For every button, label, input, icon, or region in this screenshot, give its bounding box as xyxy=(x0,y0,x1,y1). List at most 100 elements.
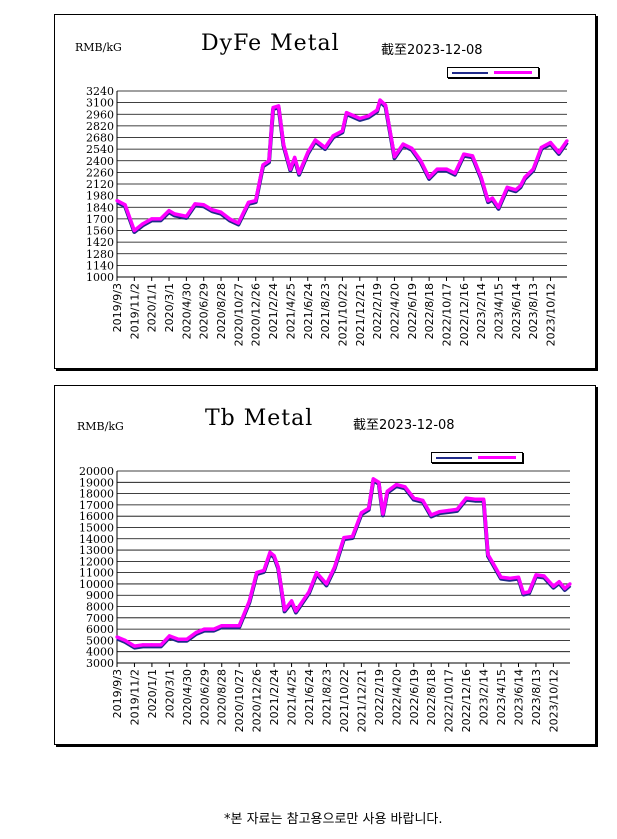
tb-data-point xyxy=(185,637,189,641)
dyfe-data-point xyxy=(539,145,543,150)
dyfe-x-tick-label: 2020/6/29 xyxy=(198,283,211,339)
tb-legend xyxy=(431,452,523,463)
dyfe-x-tick-label: 2020/10/27 xyxy=(232,283,245,346)
tb-x-tick-label: 2020/1/1 xyxy=(146,669,159,718)
tb-data-point xyxy=(394,483,398,487)
dyfe-x-tick-label: 2022/8/18 xyxy=(423,283,436,339)
dyfe-x-tick-label: 2023/2/14 xyxy=(475,283,488,339)
tb-series-high-line xyxy=(116,477,572,648)
tb-data-point xyxy=(333,565,337,569)
tb-legend-swatch-low xyxy=(436,457,472,459)
dyfe-chart-panel: 1000 1140 1280 1420 1560 1700 1840 1980 2120 2260… xyxy=(54,14,596,369)
dyfe-data-point xyxy=(340,129,344,133)
tb-x-tick-label: 2020/6/29 xyxy=(198,669,211,725)
tb-data-point xyxy=(202,627,206,631)
tb-y-tick-label: 19000 xyxy=(79,476,114,489)
dyfe-data-point xyxy=(323,145,327,150)
tb-x-tick-label: 2019/9/3 xyxy=(111,669,124,718)
tb-x-tick-label: 2022/6/19 xyxy=(408,669,421,725)
tb-y-tick-label: 14000 xyxy=(79,533,114,546)
dyfe-data-point xyxy=(366,114,370,118)
dyfe-y-tick-label: 1280 xyxy=(86,248,114,261)
tb-y-tick-label: 8000 xyxy=(86,601,114,614)
dyfe-y-tick-label: 1980 xyxy=(86,190,114,203)
dyfe-data-point xyxy=(293,155,297,159)
dyfe-x-tick-label: 2022/12/16 xyxy=(458,283,471,346)
tb-y-tick-label: 3000 xyxy=(86,657,114,670)
dyfe-data-point xyxy=(453,171,457,175)
tb-y-tick-label: 12000 xyxy=(79,555,114,568)
tb-x-tick-label: 2021/8/23 xyxy=(320,669,333,725)
dyfe-x-tick-label: 2022/4/20 xyxy=(388,283,401,339)
tb-data-point xyxy=(220,624,224,628)
tb-data-point xyxy=(371,477,375,481)
tb-x-tick-label: 2020/10/27 xyxy=(233,669,246,732)
dyfe-x-tick-label: 2020/8/28 xyxy=(215,283,228,339)
tb-x-tick-label: 2022/2/19 xyxy=(373,669,386,725)
dyfe-data-point xyxy=(141,222,145,226)
tb-y-tick-label: 4000 xyxy=(86,646,114,659)
tb-x-tick-label: 2022/4/20 xyxy=(390,669,403,725)
dyfe-series-low-line xyxy=(116,99,569,234)
dyfe-y-tick-label: 2260 xyxy=(86,166,114,179)
tb-data-point xyxy=(508,576,512,580)
dyfe-x-tick-label: 2022/10/17 xyxy=(440,283,453,346)
tb-x-tick-label: 2020/8/28 xyxy=(216,669,229,725)
tb-x-tick-label: 2023/6/14 xyxy=(513,669,526,725)
tb-x-tick-label: 2023/10/12 xyxy=(547,669,560,732)
tb-data-point xyxy=(247,599,251,603)
tb-x-tick-label: 2021/4/25 xyxy=(286,669,299,725)
dyfe-y-tick-label: 1840 xyxy=(86,201,114,214)
dyfe-y-tick-label: 2820 xyxy=(86,120,114,133)
dyfe-data-point xyxy=(277,104,281,108)
tb-data-point xyxy=(486,553,490,557)
tb-y-tick-label: 5000 xyxy=(86,634,114,647)
dyfe-gridlines xyxy=(117,90,567,278)
dyfe-data-point xyxy=(219,210,223,214)
tb-data-point xyxy=(359,511,363,515)
dyfe-legend-swatch-high xyxy=(494,71,532,74)
tb-data-point xyxy=(516,575,521,579)
dyfe-data-point xyxy=(271,106,275,110)
tb-data-point xyxy=(464,496,468,500)
tb-data-point xyxy=(542,574,546,578)
dyfe-data-point xyxy=(297,171,301,175)
tb-data-point xyxy=(307,590,311,594)
tb-x-tick-label: 2021/2/24 xyxy=(268,669,281,725)
dyfe-data-point xyxy=(236,221,240,225)
tb-x-tick-label: 2020/12/26 xyxy=(251,669,264,732)
dyfe-data-point xyxy=(427,175,431,179)
dyfe-y-tick-label: 1560 xyxy=(86,225,114,238)
tb-data-point xyxy=(385,489,389,493)
dyfe-y-tick-label: 1420 xyxy=(86,236,114,249)
dyfe-data-point xyxy=(435,167,439,171)
dyfe-data-point xyxy=(514,188,518,192)
tb-data-point xyxy=(262,568,266,572)
tb-series-low-line xyxy=(116,478,572,650)
dyfe-data-point xyxy=(313,138,317,142)
dyfe-data-point xyxy=(444,167,449,171)
dyfe-x-tick-label: 2019/11/2 xyxy=(128,283,141,339)
dyfe-data-point xyxy=(565,139,569,143)
dyfe-x-tick-label: 2022/2/19 xyxy=(371,283,384,339)
dyfe-data-point xyxy=(132,228,136,233)
dyfe-y-tick-label: 1000 xyxy=(86,271,114,284)
dyfe-y-tick-label: 1700 xyxy=(86,213,114,226)
dyfe-data-point xyxy=(392,155,397,159)
tb-x-tick-label: 2021/12/21 xyxy=(355,669,368,732)
tb-data-point xyxy=(447,508,451,513)
tb-y-tick-label: 18000 xyxy=(79,488,114,501)
dyfe-data-point xyxy=(184,214,188,218)
tb-data-point xyxy=(403,485,407,489)
tb-x-tick-label: 2021/6/24 xyxy=(303,669,316,725)
dyfe-x-tick-label: 2021/2/24 xyxy=(267,283,280,339)
tb-data-point xyxy=(276,565,280,569)
dyfe-data-point xyxy=(479,175,483,179)
tb-legend-swatch-high xyxy=(478,456,516,459)
dyfe-x-tick-label: 2020/12/26 xyxy=(250,283,263,346)
tb-data-point xyxy=(167,634,171,638)
dyfe-data-point xyxy=(490,196,494,200)
tb-data-point xyxy=(455,507,459,511)
dyfe-data-point xyxy=(331,134,335,138)
tb-y-tick-label: 16000 xyxy=(79,510,114,523)
